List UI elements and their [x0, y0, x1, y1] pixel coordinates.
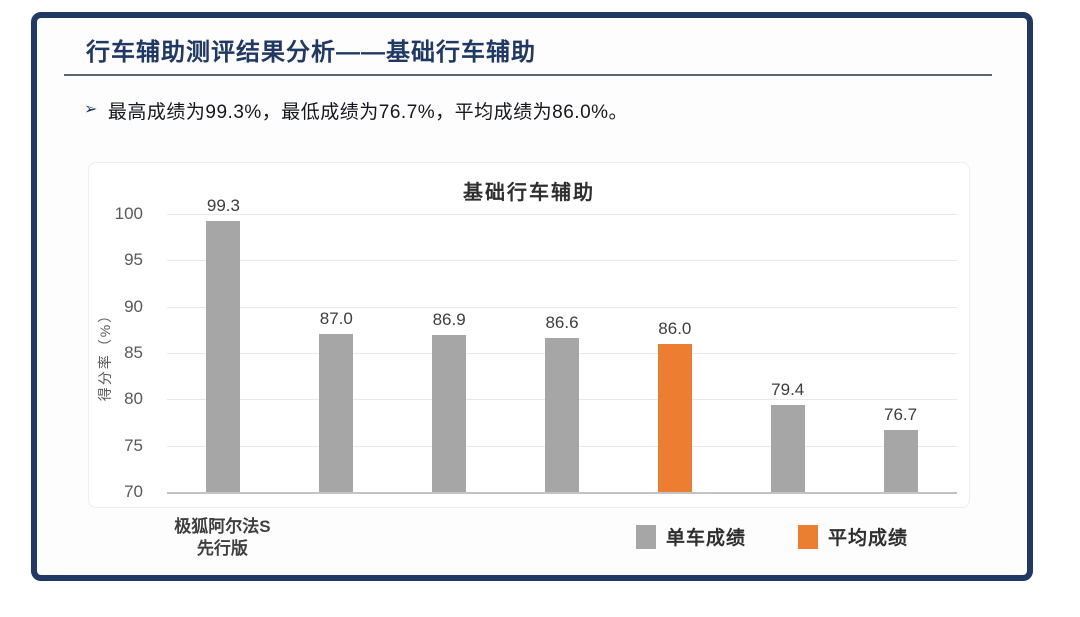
bar-86.9 [432, 335, 467, 492]
gridline [167, 214, 957, 215]
legend-label: 平均成绩 [828, 528, 909, 549]
y-tick-label: 100 [114, 204, 143, 223]
gridline [167, 306, 957, 308]
chart-panel: 基础行车辅助 得分率（%） 100 95 90 85 80 75 70 99.3 87.0 86… [88, 162, 970, 508]
x-category-label: 极狐阿尔法S 先行版 [174, 517, 271, 559]
x-axis-line [167, 492, 957, 494]
page-title: 行车辅助测评结果分析——基础行车辅助 [86, 39, 536, 66]
slide-card: 行车辅助测评结果分析——基础行车辅助 ➢ 最高成绩为99.3%，最低成绩为76.… [31, 12, 1033, 581]
legend-item: 平均成绩 [798, 523, 908, 550]
y-tick-label: 75 [124, 435, 143, 455]
legend-swatch [636, 524, 656, 549]
y-tick-label: 70 [124, 482, 143, 501]
bar-value-label: 86.6 [545, 313, 579, 333]
bar-79.4 [770, 404, 805, 492]
x-axis-categories: 极狐阿尔法S 先行版 [166, 516, 956, 564]
y-tick-label: 80 [124, 389, 143, 409]
bar-value-label: 87.0 [319, 309, 353, 329]
bar-99.3 [206, 220, 241, 492]
plot-area: 99.3 87.0 86.9 86.6 86.0 79.4 76.7 [167, 196, 957, 494]
bar-86.6 [545, 338, 579, 492]
y-tick-label: 90 [124, 296, 143, 316]
y-tick-label: 95 [124, 250, 143, 270]
chart-legend: 单车成绩 平均成绩 [636, 523, 908, 550]
bar-87.0 [319, 334, 354, 492]
bar-value-label: 86.9 [432, 310, 466, 330]
y-tick-label: 85 [124, 343, 143, 362]
title-divider [64, 74, 992, 76]
arrow-bullet-icon: ➢ [84, 101, 98, 118]
bar-value-label: 79.4 [771, 379, 805, 399]
y-axis-ticks: 100 95 90 85 80 75 70 [89, 204, 155, 501]
bullet-line: ➢ 最高成绩为99.3%，最低成绩为76.7%，平均成绩为86.0%。 [84, 97, 628, 124]
bullet-text: 最高成绩为99.3%，最低成绩为76.7%，平均成绩为86.0%。 [107, 102, 629, 123]
legend-label: 单车成绩 [666, 528, 747, 549]
bar-value-label: 99.3 [206, 195, 240, 215]
legend-swatch [798, 524, 819, 549]
chart-title: 基础行车辅助 [463, 182, 595, 204]
legend-item: 单车成绩 [636, 523, 746, 550]
bar-86.0 [657, 343, 692, 492]
bar-value-label: 86.0 [658, 318, 692, 338]
gridline [167, 260, 957, 262]
bar-76.7 [883, 429, 918, 492]
bar-value-label: 76.7 [884, 404, 918, 424]
